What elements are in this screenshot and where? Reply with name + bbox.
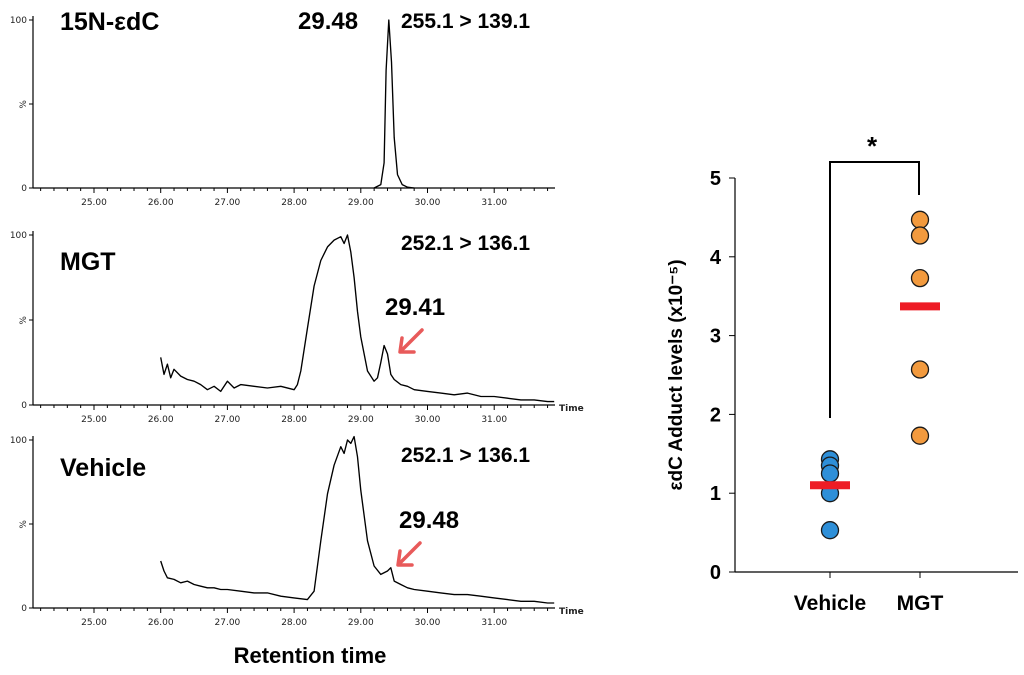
transition-label-15n: 255.1 > 139.1: [401, 10, 530, 33]
transition-label-vehicle: 252.1 > 136.1: [401, 444, 530, 467]
scatter-y-tick-label: 0: [710, 562, 721, 584]
x-tick-label: 26.00: [148, 198, 174, 208]
data-point-vehicle: [820, 521, 840, 540]
x-tick-label: 31.00: [481, 198, 507, 208]
scatter-axes: 0 1 2 3 4 5: [710, 168, 1018, 584]
significance-star: *: [867, 131, 878, 161]
x-tick-label: 26.00: [148, 618, 174, 628]
scatter-y-tick-label: 1: [710, 483, 721, 505]
scatter-y-tick-label: 5: [710, 168, 721, 190]
x-tick-label: 26.00: [148, 415, 174, 425]
x-tick-label: 31.00: [481, 415, 507, 425]
scatter-marks: [810, 210, 940, 540]
chromatogram-trace-mgt: [160, 234, 555, 403]
axes-mgt: 100% 0 25.00 26.00 27.00 28.00 29.00 30.00 31.00…: [10, 231, 584, 425]
panel-label-15n: 15N-εdC: [60, 8, 159, 36]
significance-bracket: [829, 161, 920, 418]
x-tick-label: 28.00: [281, 198, 307, 208]
axes-15n: 100% 0 25.00 26.00 27.00 28.00 29.00 30.00 31.00: [10, 16, 555, 208]
x-tick-label: 25.00: [81, 198, 107, 208]
chromatogram-panel-15n: 15N-εdC 29.48 255.1 > 139.1 100% 0 25.00 26…: [10, 8, 555, 208]
x-tick-label: 30.00: [415, 198, 441, 208]
peak-rt-label-15n: 29.48: [298, 8, 358, 35]
x-tick-label: 30.00: [415, 415, 441, 425]
scatter-y-tick-label: 4: [710, 247, 722, 269]
x-tick-label: 29.00: [348, 618, 374, 628]
scatter-y-tick-label: 3: [710, 326, 721, 348]
axes-vehicle: 100% 0 25.00 26.00 27.00 28.00 29.00 30.00 31.00…: [10, 436, 584, 628]
x-tick-label: 25.00: [81, 618, 107, 628]
panel-label-vehicle: Vehicle: [60, 454, 146, 482]
x-tick-label: 27.00: [215, 415, 241, 425]
x-tick-label: 25.00: [81, 415, 107, 425]
data-point-mgt: [910, 210, 930, 229]
panel-label-mgt: MGT: [60, 248, 116, 276]
x-tick-label: 30.00: [415, 618, 441, 628]
peak-rt-label-vehicle: 29.48: [399, 507, 459, 534]
y-tick-label: 100: [10, 231, 27, 241]
category-label-vehicle: Vehicle: [794, 592, 866, 615]
data-point-mgt: [910, 360, 930, 379]
data-point-mgt: [910, 226, 930, 245]
data-point-mgt: [910, 268, 930, 288]
y-tick-label: 0: [21, 184, 27, 194]
time-axis-label: Time: [559, 607, 584, 617]
chromatogram-trace-15n: [373, 19, 415, 189]
arrow-icon: [396, 541, 422, 567]
chromatogram-panel-mgt: MGT 252.1 > 136.1 29.41 100% 0 25.00 26.00 2…: [10, 231, 584, 425]
data-point-vehicle: [820, 464, 840, 483]
y-tick-label: %: [19, 520, 29, 529]
chromatogram-panel-vehicle: Vehicle 252.1 > 136.1 29.48 100% 0 25.00 26…: [10, 435, 584, 628]
chromatogram-trace-vehicle: [160, 435, 555, 604]
y-tick-label: 0: [21, 401, 27, 411]
transition-label-mgt: 252.1 > 136.1: [401, 232, 530, 255]
category-label-mgt: MGT: [897, 592, 944, 615]
time-axis-label: Time: [559, 404, 584, 414]
x-tick-label: 27.00: [215, 198, 241, 208]
x-tick-label: 28.00: [281, 415, 307, 425]
y-tick-label: 100: [10, 16, 27, 26]
x-tick-label: 28.00: [281, 618, 307, 628]
scatter-y-tick-label: 2: [710, 404, 721, 426]
y-tick-label: %: [19, 316, 29, 325]
x-axis-title: Retention time: [234, 643, 387, 668]
scatter-y-axis-label: εdC Adduct levels (x10⁻⁵): [666, 259, 687, 490]
x-tick-label: 27.00: [215, 618, 241, 628]
x-tick-label: 29.00: [348, 198, 374, 208]
scatter-panel: 0 1 2 3 4 5 εdC Adduct levels (x10⁻⁵) Vehicle…: [666, 131, 1018, 615]
x-tick-label: 31.00: [481, 618, 507, 628]
arrow-icon: [398, 328, 424, 354]
y-tick-label: 100: [10, 436, 27, 446]
y-tick-label: %: [19, 100, 29, 109]
data-point-mgt: [910, 426, 930, 445]
x-tick-label: 29.00: [348, 415, 374, 425]
y-tick-label: 0: [21, 604, 27, 614]
peak-rt-label-mgt: 29.41: [385, 294, 445, 321]
